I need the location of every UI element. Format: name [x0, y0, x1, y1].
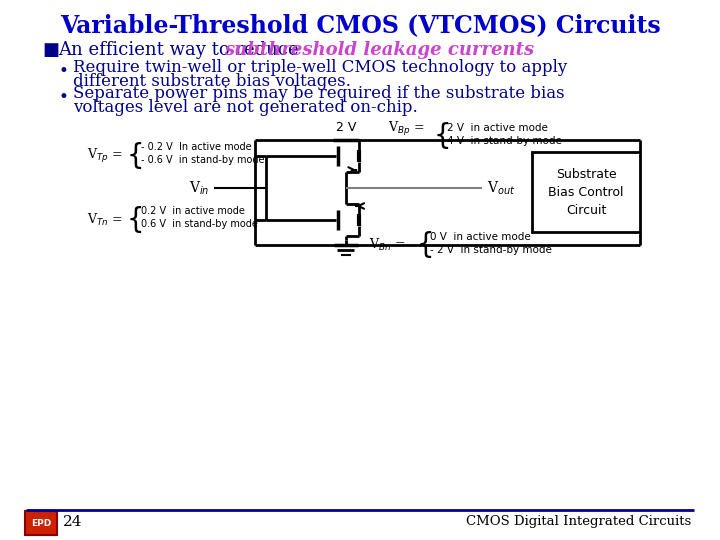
Text: 2 V  in active mode: 2 V in active mode — [446, 123, 547, 133]
FancyBboxPatch shape — [25, 511, 57, 535]
Bar — [532, 152, 640, 232]
Text: 24: 24 — [63, 515, 82, 529]
Text: •: • — [59, 90, 69, 106]
Text: - 0.6 V  in stand-by mode: - 0.6 V in stand-by mode — [141, 155, 264, 165]
Text: V$_{Tp}$ =: V$_{Tp}$ = — [87, 147, 123, 165]
Text: {: { — [433, 122, 451, 150]
Text: V$_{Tn}$ =: V$_{Tn}$ = — [87, 212, 123, 228]
Text: different substrate bias voltages.: different substrate bias voltages. — [73, 73, 351, 91]
Text: - 0.2 V  In active mode: - 0.2 V In active mode — [141, 142, 251, 152]
Text: V$_{Bp}$ =: V$_{Bp}$ = — [388, 120, 425, 138]
Text: voltages level are not generated on-chip.: voltages level are not generated on-chip… — [73, 99, 418, 117]
Text: Require twin-well or triple-well CMOS technology to apply: Require twin-well or triple-well CMOS te… — [73, 59, 567, 77]
Text: V$_{out}$: V$_{out}$ — [487, 179, 516, 197]
Text: V$_{Bn}$ =: V$_{Bn}$ = — [369, 237, 406, 253]
Text: {: { — [127, 206, 144, 234]
Text: 4 V  in stand-by mode: 4 V in stand-by mode — [446, 136, 562, 146]
Text: An efficient way to reduce: An efficient way to reduce — [58, 41, 305, 59]
Text: EPD: EPD — [31, 518, 51, 528]
Text: Substrate
Bias Control
Circuit: Substrate Bias Control Circuit — [549, 167, 624, 217]
Text: - 2 V  in stand-by mode: - 2 V in stand-by mode — [430, 245, 552, 255]
Text: Separate power pins may be required if the substrate bias: Separate power pins may be required if t… — [73, 85, 564, 103]
Text: 0.2 V  in active mode: 0.2 V in active mode — [141, 206, 245, 216]
Text: ■: ■ — [42, 41, 59, 59]
Text: 0 V  in active mode: 0 V in active mode — [430, 232, 531, 242]
Text: {: { — [127, 142, 144, 170]
Text: 2 V: 2 V — [336, 121, 356, 134]
Text: 0.6 V  in stand-by mode: 0.6 V in stand-by mode — [141, 219, 258, 229]
Text: •: • — [59, 64, 69, 80]
Text: subthreshold leakage currents: subthreshold leakage currents — [225, 41, 534, 59]
Text: Variable-Threshold CMOS (VTCMOS) Circuits: Variable-Threshold CMOS (VTCMOS) Circuit… — [60, 13, 660, 37]
Text: CMOS Digital Integrated Circuits: CMOS Digital Integrated Circuits — [466, 516, 691, 529]
Text: V$_{in}$: V$_{in}$ — [189, 179, 210, 197]
Text: {: { — [416, 231, 434, 259]
